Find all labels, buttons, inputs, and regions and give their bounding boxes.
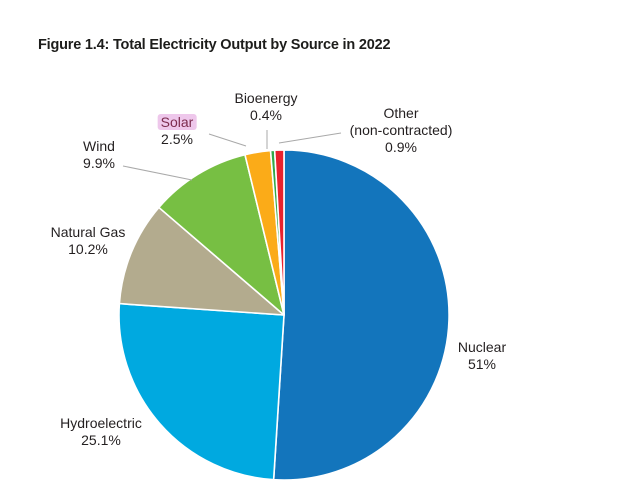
pie-slice-wind xyxy=(158,153,285,316)
slice-label-solar: Solar 2.5% xyxy=(157,114,197,148)
highlighted-text: Solar xyxy=(157,114,197,130)
leader-line-wind xyxy=(122,165,193,181)
slice-label-line: Wind xyxy=(83,138,115,154)
slice-label-line: 9.9% xyxy=(83,155,115,171)
pie-slice-other xyxy=(273,149,285,316)
slice-label-bioenergy: Bioenergy 0.4% xyxy=(234,90,297,124)
pie-slice-nuclear xyxy=(272,149,450,481)
slice-label-natural-gas: Natural Gas 10.2% xyxy=(51,224,126,258)
slice-label-line: 0.4% xyxy=(250,107,282,123)
slice-label-line: 2.5% xyxy=(161,131,193,147)
slice-label-other: Other (non-contracted) 0.9% xyxy=(350,105,453,156)
slice-label-hydroelectric: Hydroelectric 25.1% xyxy=(60,415,142,449)
slice-label-line: 10.2% xyxy=(68,241,108,257)
pie-slice-hydroelectric xyxy=(118,302,285,481)
pie-slice-natural-gas xyxy=(118,206,285,316)
slice-label-nuclear: Nuclear 51% xyxy=(458,339,506,373)
figure-title: Figure 1.4: Total Electricity Output by … xyxy=(38,37,391,53)
leader-line-solar xyxy=(208,133,247,147)
slice-label-line: Solar xyxy=(157,114,197,131)
slice-label-line: Hydroelectric xyxy=(60,415,142,431)
slice-label-line: (non-contracted) xyxy=(349,122,453,138)
slice-label-line: Other xyxy=(383,105,419,121)
slice-label-line: Natural Gas xyxy=(50,224,126,240)
leader-line-other xyxy=(278,132,342,144)
slice-label-line: 0.9% xyxy=(385,139,417,155)
slice-label-line: Nuclear xyxy=(457,339,507,355)
slice-label-line: 25.1% xyxy=(81,432,121,448)
slice-label-wind: Wind 9.9% xyxy=(83,138,115,172)
slice-label-line: 51% xyxy=(467,356,497,372)
slice-label-line: Bioenergy xyxy=(234,90,298,106)
